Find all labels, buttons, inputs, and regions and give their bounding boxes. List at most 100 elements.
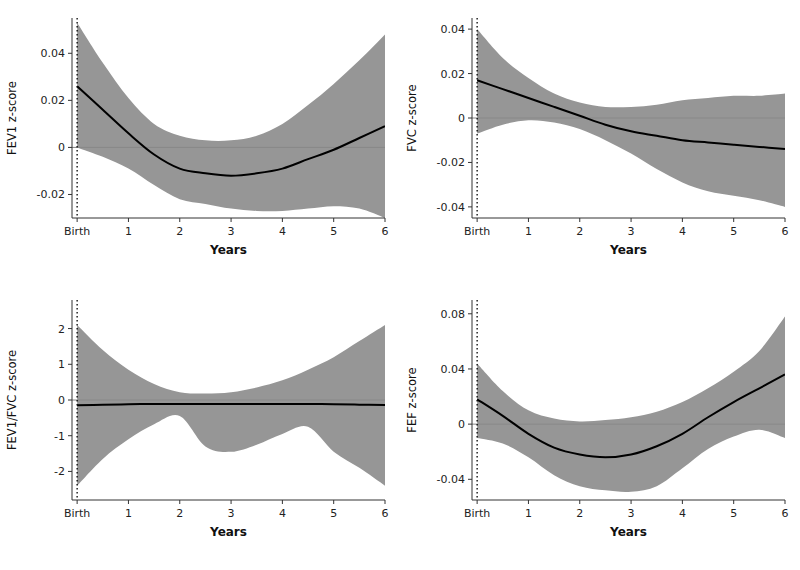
- y-tick: [68, 471, 72, 472]
- x-tick-label: 5: [330, 225, 337, 238]
- x-axis-line: [72, 218, 385, 219]
- x-axis-line: [72, 500, 385, 501]
- x-tick-label: 2: [576, 225, 583, 238]
- y-tick: [68, 328, 72, 329]
- y-tick: [68, 435, 72, 436]
- x-tick-label: 5: [730, 507, 737, 520]
- x-tick: [128, 218, 129, 222]
- y-axis-line: [472, 300, 473, 500]
- x-tick-label: 4: [679, 225, 686, 238]
- x-tick-label: Birth: [64, 225, 90, 238]
- x-tick-label: 3: [228, 507, 235, 520]
- x-tick-label: 3: [628, 225, 635, 238]
- x-tick: [282, 500, 283, 504]
- x-tick-label: 2: [176, 225, 183, 238]
- x-tick: [477, 218, 478, 222]
- x-tick: [179, 218, 180, 222]
- x-tick: [733, 500, 734, 504]
- x-tick: [231, 218, 232, 222]
- x-tick-label: 5: [730, 225, 737, 238]
- x-tick-label: 4: [279, 225, 286, 238]
- y-tick: [68, 147, 72, 148]
- y-tick: [468, 162, 472, 163]
- x-tick: [179, 500, 180, 504]
- reference-hline: [472, 118, 785, 119]
- x-tick-label: Birth: [64, 507, 90, 520]
- x-tick: [785, 500, 786, 504]
- y-tick-label: 0.04: [441, 23, 466, 36]
- y-tick: [468, 368, 472, 369]
- x-tick: [333, 218, 334, 222]
- mean-line: [477, 80, 785, 149]
- y-tick-label: 0: [458, 112, 465, 125]
- x-tick: [528, 218, 529, 222]
- x-tick-label: 5: [330, 507, 337, 520]
- panel: -0.0400.040.08Birth123456YearsFEF z-scor…: [405, 300, 789, 539]
- y-tick: [468, 29, 472, 30]
- x-tick-label: 1: [525, 225, 532, 238]
- y-tick: [68, 194, 72, 195]
- y-tick: [468, 73, 472, 74]
- y-tick-label: 0.04: [41, 47, 66, 60]
- y-tick-label: 0.08: [441, 308, 466, 321]
- plot-area: [72, 325, 385, 486]
- x-tick: [579, 500, 580, 504]
- x-tick: [128, 500, 129, 504]
- x-tick: [477, 500, 478, 504]
- x-axis-line: [472, 500, 785, 501]
- x-tick: [231, 500, 232, 504]
- x-tick: [282, 218, 283, 222]
- x-tick: [333, 500, 334, 504]
- panel: -0.0200.020.04Birth123456YearsFEV1 z-sco…: [5, 18, 389, 257]
- mean-line: [77, 86, 385, 175]
- x-tick-label: 1: [125, 507, 132, 520]
- birth-line: [76, 18, 77, 218]
- x-tick-label: 3: [628, 507, 635, 520]
- y-tick-label: -0.02: [437, 156, 465, 169]
- x-tick: [682, 500, 683, 504]
- x-axis-label: Years: [209, 525, 247, 539]
- x-tick: [733, 218, 734, 222]
- reference-hline: [72, 400, 385, 401]
- y-tick-label: 0.02: [41, 94, 66, 107]
- plot-area: [72, 23, 385, 218]
- y-tick: [468, 206, 472, 207]
- x-tick-label: 4: [679, 507, 686, 520]
- reference-hline: [472, 424, 785, 425]
- y-tick-label: -0.04: [437, 473, 465, 486]
- x-tick-label: Birth: [464, 507, 490, 520]
- y-axis-line: [72, 18, 73, 218]
- birth-line: [476, 300, 477, 500]
- x-tick-label: 3: [228, 225, 235, 238]
- y-tick: [468, 118, 472, 119]
- confidence-band: [77, 23, 385, 218]
- y-tick: [68, 100, 72, 101]
- x-tick-label: 6: [382, 225, 389, 238]
- x-axis-label: Years: [609, 525, 647, 539]
- y-tick: [468, 479, 472, 480]
- x-tick-label: 6: [382, 507, 389, 520]
- x-tick: [385, 500, 386, 504]
- x-tick-label: 4: [279, 507, 286, 520]
- y-tick: [68, 400, 72, 401]
- birth-line: [76, 300, 77, 500]
- y-axis-label: FEV1/FVC z-score: [5, 350, 19, 450]
- y-tick: [68, 53, 72, 54]
- y-axis-label: FEV1 z-score: [5, 81, 19, 155]
- x-axis-line: [472, 218, 785, 219]
- plot-area: [472, 317, 785, 492]
- y-tick-label: -2: [54, 465, 65, 478]
- x-tick-label: 1: [525, 507, 532, 520]
- confidence-band: [77, 325, 385, 486]
- panel: -2-1012Birth123456YearsFEV1/FVC z-score: [5, 300, 389, 539]
- y-tick-label: 0: [458, 418, 465, 431]
- y-axis-label: FEF z-score: [405, 367, 419, 432]
- x-tick-label: Birth: [464, 225, 490, 238]
- x-tick: [77, 218, 78, 222]
- y-tick-label: 1: [58, 358, 65, 371]
- y-tick-label: 0.04: [441, 363, 466, 376]
- y-tick-label: 0: [58, 394, 65, 407]
- x-tick-label: 6: [782, 507, 789, 520]
- figure: -0.02 0 0.02 0.04 Birth 1 2 3 4 5 6 Years FEV1 z-sco…: [0, 0, 800, 570]
- x-tick: [77, 500, 78, 504]
